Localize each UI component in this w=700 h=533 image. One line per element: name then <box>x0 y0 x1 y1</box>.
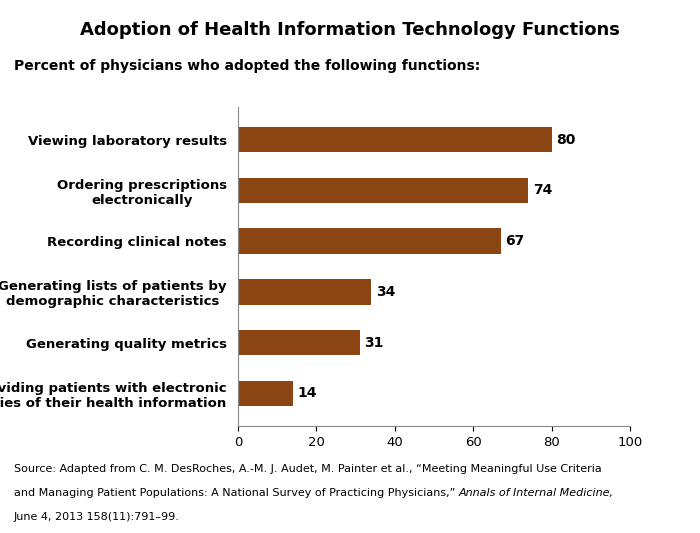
Text: 31: 31 <box>364 336 384 350</box>
Text: Source: Adapted from C. M. DesRoches, A.-M. J. Audet, M. Painter et al., “Meetin: Source: Adapted from C. M. DesRoches, A.… <box>14 464 602 474</box>
Bar <box>238 279 371 304</box>
Text: 14: 14 <box>298 386 317 400</box>
Text: Percent of physicians who adopted the following functions:: Percent of physicians who adopted the fo… <box>14 59 480 72</box>
Bar <box>238 177 528 203</box>
Text: and Managing Patient Populations: A National Survey of Practicing Physicians,”: and Managing Patient Populations: A Nati… <box>14 488 459 498</box>
Text: 80: 80 <box>556 133 575 147</box>
Bar <box>238 330 360 356</box>
Text: Adoption of Health Information Technology Functions: Adoption of Health Information Technolog… <box>80 21 620 39</box>
Bar <box>238 381 293 406</box>
Text: June 4, 2013 158(11):791–99.: June 4, 2013 158(11):791–99. <box>14 512 180 522</box>
Bar <box>238 229 500 254</box>
Text: 34: 34 <box>376 285 396 299</box>
Text: Annals of Internal Medicine,: Annals of Internal Medicine, <box>459 488 614 498</box>
Text: 74: 74 <box>533 183 552 197</box>
Bar <box>238 127 552 152</box>
Text: 67: 67 <box>505 234 524 248</box>
